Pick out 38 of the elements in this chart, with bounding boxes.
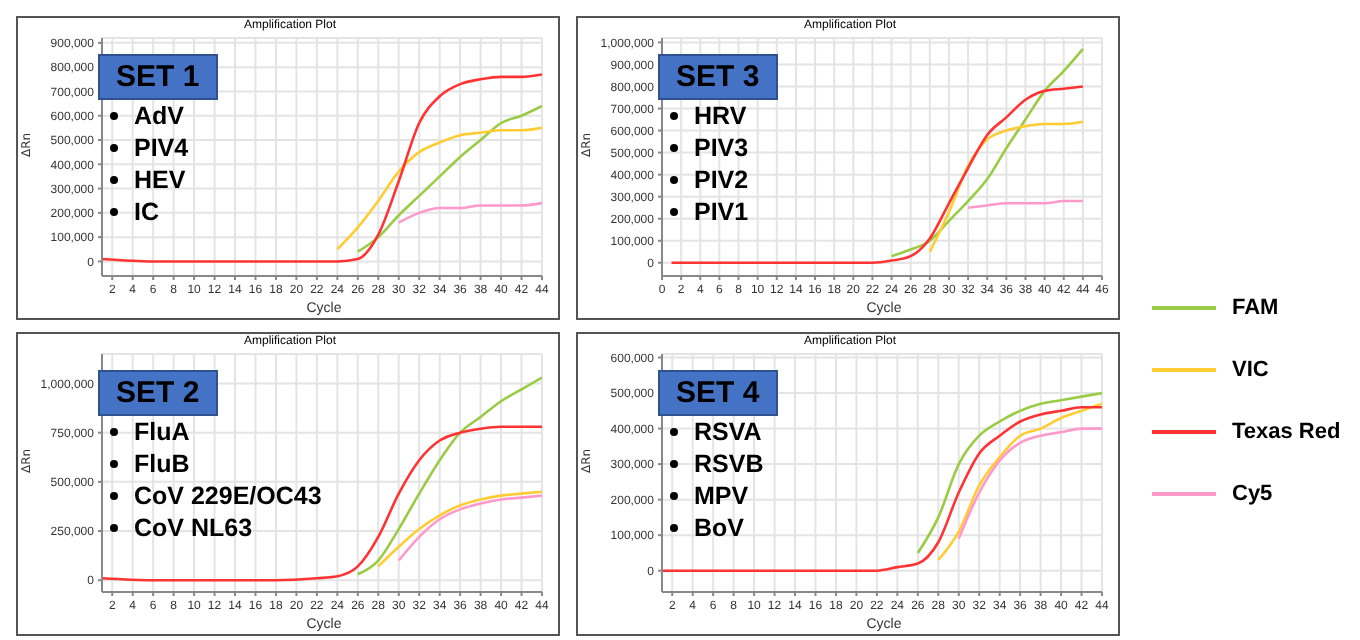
annotation: SET 3 (658, 54, 778, 100)
line-series (336, 126, 542, 251)
line-series (356, 376, 542, 576)
annotation: IC (134, 196, 159, 228)
annotation: PIV1 (694, 196, 749, 228)
line-series (662, 405, 1102, 572)
line-series (928, 120, 1085, 254)
annotation: HEV (134, 164, 186, 196)
annotation: CoV 229E/OC43 (134, 480, 322, 512)
annotation: RSVB (694, 448, 764, 480)
annotation: RSVA (694, 416, 762, 448)
line-series (936, 402, 1102, 562)
line-series (102, 425, 542, 582)
line-series (376, 490, 542, 568)
line-series (397, 494, 542, 562)
annotation: SET 4 (658, 370, 778, 416)
line-series (356, 104, 542, 254)
annotation: MPV (694, 480, 749, 512)
annotation: HRV (694, 100, 747, 132)
line-series (957, 427, 1102, 541)
line-series (916, 391, 1102, 555)
annotation: BoV (694, 512, 744, 544)
annotation: AdV (134, 100, 184, 132)
annotation: PIV2 (694, 164, 749, 196)
annotation: FluB (134, 448, 190, 480)
legend-label: FAM (1232, 295, 1279, 319)
legend-label: Texas Red (1232, 419, 1341, 443)
annotation: SET 1 (98, 54, 218, 100)
line-series (890, 47, 1085, 258)
annotation: CoV NL63 (134, 512, 253, 544)
legend-label: Cy5 (1232, 481, 1273, 505)
annotation: PIV3 (694, 132, 749, 164)
annotation: SET 2 (98, 370, 218, 416)
annotation: FluA (134, 416, 190, 448)
annotation: PIV4 (134, 132, 189, 164)
legend-label: VIC (1232, 357, 1269, 381)
line-series (670, 85, 1085, 265)
line-series (397, 201, 542, 224)
